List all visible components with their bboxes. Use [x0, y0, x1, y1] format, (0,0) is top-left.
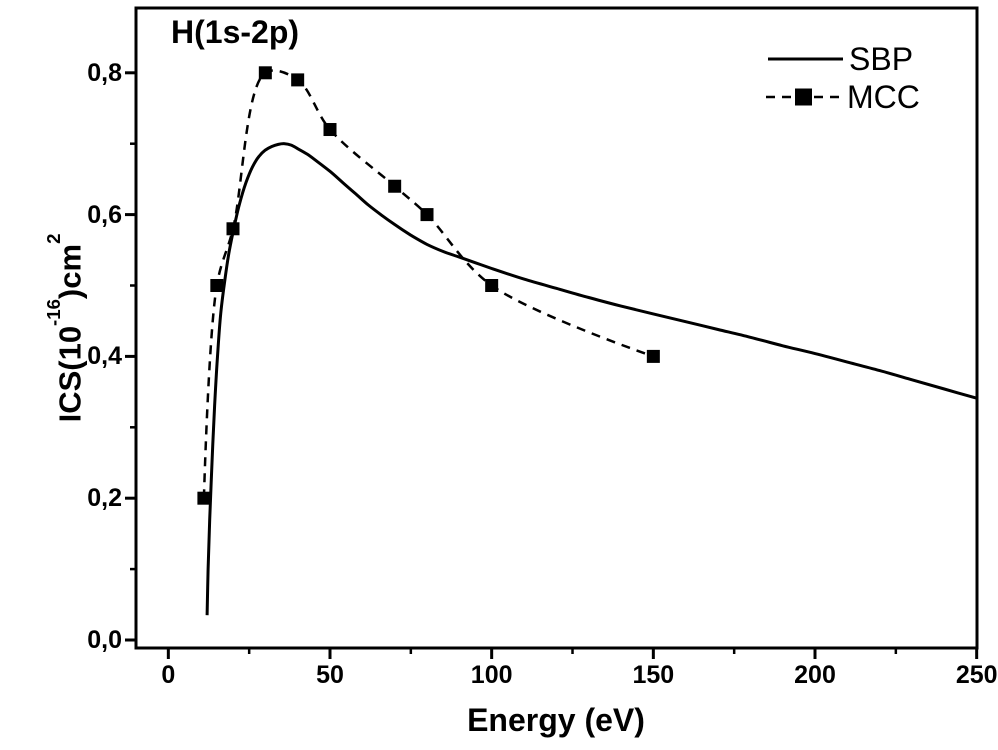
y-axis-label: ICS(10-16)cm2 — [43, 178, 90, 478]
plot-frame — [134, 6, 979, 650]
mcc-marker — [291, 73, 305, 87]
sbp-curve — [205, 142, 978, 616]
mcc-marker — [388, 179, 402, 193]
y-tick-label-0,4: 0,4 — [87, 342, 122, 371]
mcc-marker — [646, 349, 660, 363]
x-tick-label-100: 100 — [470, 661, 513, 689]
x-tick-label-50: 50 — [316, 661, 344, 689]
x-tick-label-200: 200 — [794, 661, 836, 689]
x-axis-label: Energy (eV) — [467, 702, 645, 738]
y-tick-label-0,6: 0,6 — [87, 200, 122, 229]
mcc-marker — [485, 278, 499, 292]
y-axis-label-unit: )cm — [52, 243, 88, 300]
mcc-marker — [420, 208, 434, 222]
mcc-marker — [258, 66, 272, 80]
legend-label-mcc: MCC — [847, 79, 920, 115]
legend-mcc-marker-sample — [795, 88, 812, 106]
x-tick-label-150: 150 — [632, 661, 675, 689]
mcc-curve — [202, 69, 654, 499]
mcc-marker — [197, 491, 211, 505]
y-axis-label-exponent: -16 — [43, 299, 65, 326]
legend-label-sbp: SBP — [849, 41, 914, 77]
mcc-marker — [210, 278, 224, 292]
y-tick-label-0,0: 0,0 — [87, 625, 122, 654]
y-axis-label-main: ICS(10 — [52, 325, 88, 423]
y-tick-label-0,2: 0,2 — [87, 484, 122, 513]
mcc-marker — [226, 222, 240, 236]
x-tick-label-250: 250 — [955, 661, 998, 689]
mcc-marker — [323, 123, 337, 137]
y-axis-label-unit-exponent: 2 — [43, 233, 65, 244]
y-tick-label-0,8: 0,8 — [87, 58, 122, 87]
x-tick-label-0: 0 — [161, 661, 176, 689]
chart-title: H(1s-2p) — [171, 14, 300, 50]
